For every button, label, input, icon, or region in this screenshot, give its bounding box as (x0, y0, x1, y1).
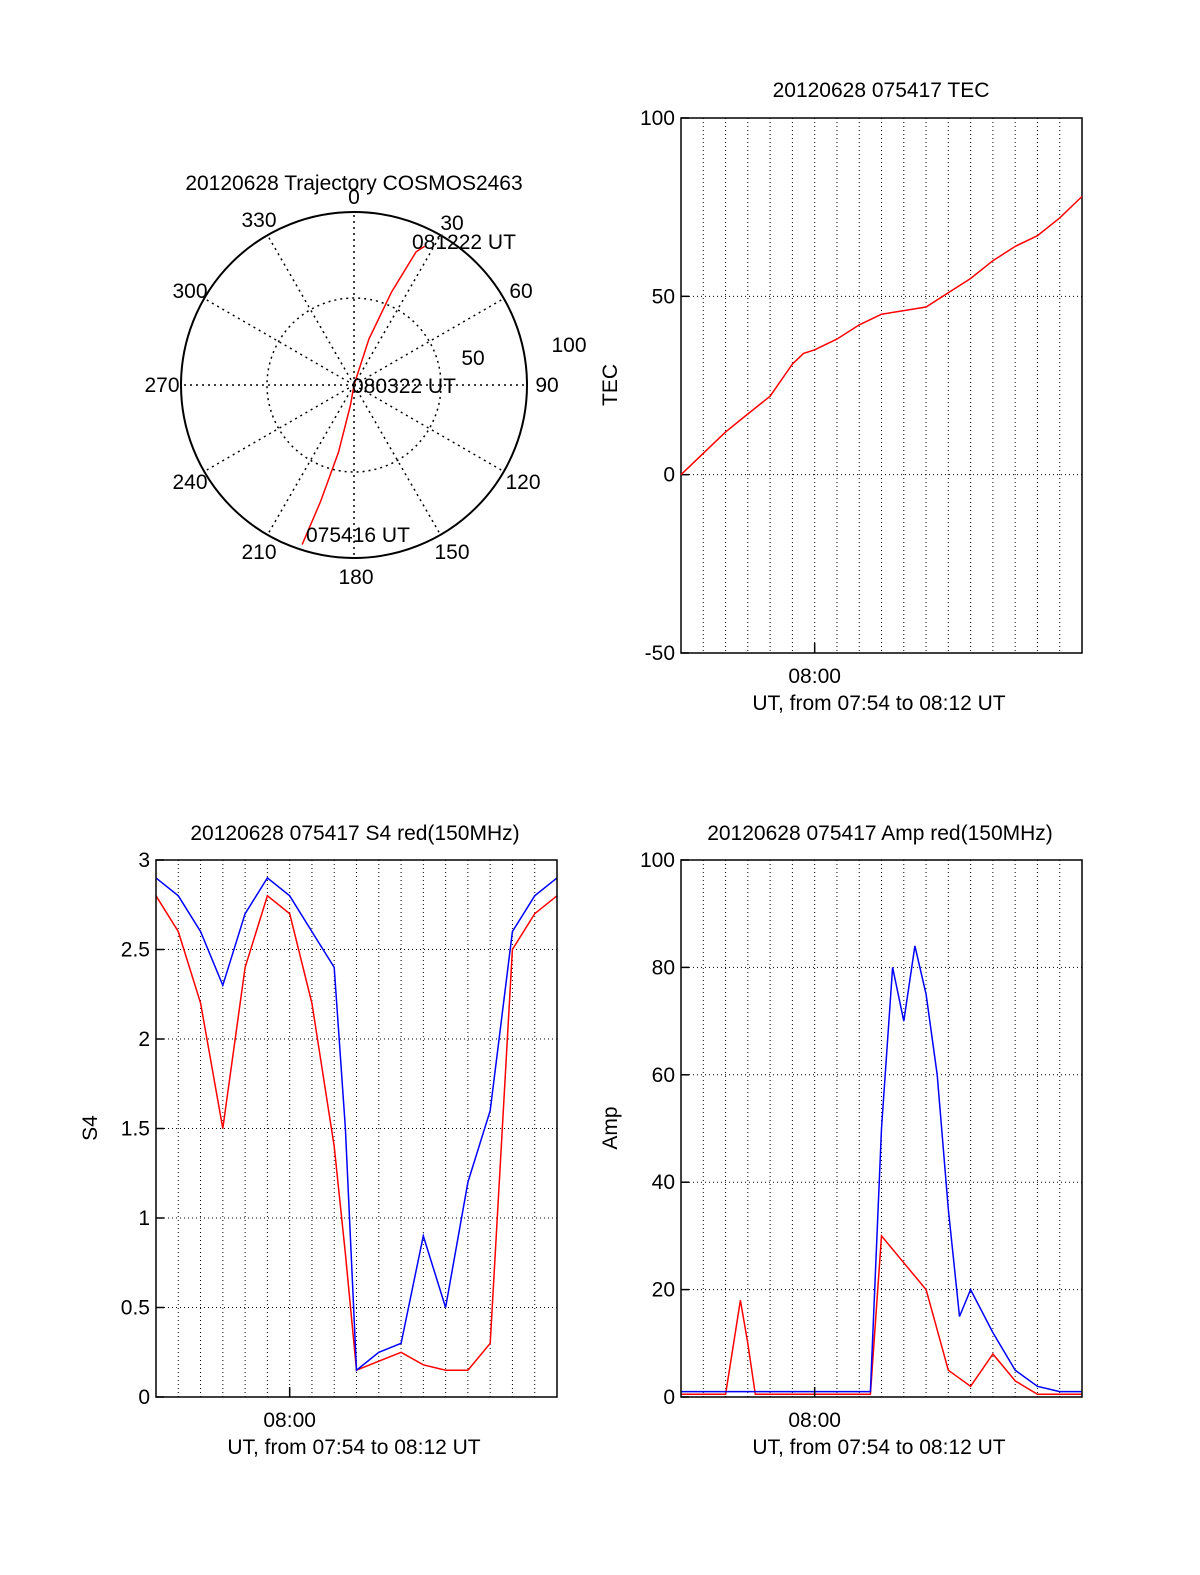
s4-series-1-line (155, 894, 558, 1372)
polar-spoke (353, 384, 442, 536)
s4-title: 20120628 075417 S4 red(150MHz) (190, 822, 519, 845)
amp-y-tick-label: 60 (652, 1064, 675, 1087)
polar-angle-label: 30 (440, 212, 463, 235)
amp-series-1-line (681, 1233, 1082, 1396)
s4-y-tick-label: 0 (138, 1386, 150, 1409)
s4-y-tick-labels: 0 0.5 1 1.5 2 2.5 3 (121, 849, 164, 1409)
polar-spoke (266, 234, 355, 386)
s4-y-tick-label: 1 (138, 1207, 150, 1230)
polar-angle-label: 150 (434, 541, 469, 564)
polar-angle-label: 270 (144, 374, 179, 397)
s4-series-2-line (155, 876, 558, 1372)
tec-y-tick-labels: -50 0 50 100 (640, 107, 689, 665)
amp-x-axis-label: UT, from 07:54 to 08:12 UT (752, 1436, 1005, 1459)
s4-grid (156, 860, 557, 1397)
tec-series-1-line (680, 195, 1083, 476)
s4-y-tick-label: 2 (138, 1028, 150, 1051)
tec-grid (681, 118, 1082, 653)
tec-series-group (680, 195, 1083, 476)
amp-series-2-line (681, 945, 1082, 1393)
polar-angle-labels: 0 30 60 90 120 150 180 210 240 270 300 330 (144, 186, 558, 589)
amp-y-tick-label: 100 (640, 849, 675, 872)
polar-spoke (353, 234, 442, 386)
polar-angle-label: 60 (509, 280, 532, 303)
polar-angle-label: 90 (535, 374, 558, 397)
s4-x-tick-label: 08:00 (263, 1409, 316, 1432)
polar-inner-circle (266, 297, 442, 473)
s4-panel: 20120628 075417 S4 red(150MHz) 0 0.5 1 1.5 2… (79, 822, 558, 1459)
amp-y-tick-labels: 0 20 40 60 80 100 (640, 849, 689, 1409)
tec-y-tick-label: 0 (663, 464, 675, 487)
trajectory-start-time-label: 075416 UT (306, 524, 410, 547)
s4-series-group (155, 876, 558, 1372)
tec-panel: 20120628 075417 TEC -50 0 50 100 08:00 UT, … (599, 79, 1083, 715)
polar-spoke (353, 384, 505, 473)
polar-angle-label: 210 (241, 541, 276, 564)
polar-spoke (203, 384, 355, 473)
tec-y-axis-label: TEC (599, 364, 622, 406)
polar-outer-circle (180, 211, 528, 559)
polar-spoke (266, 384, 355, 536)
polar-angle-label: 300 (172, 280, 207, 303)
trajectory-panel: 20120628 Trajectory COSMOS2463 0 30 60 90 12… (144, 172, 586, 589)
amp-panel: 20120628 075417 Amp red(150MHz) 0 20 40 60 8… (599, 822, 1083, 1459)
amp-grid (681, 860, 1082, 1397)
polar-radial-label-50: 50 (461, 347, 484, 370)
tec-y-tick-label: 50 (652, 285, 675, 308)
amp-x-tick-label: 08:00 (788, 1409, 841, 1432)
trajectory-end-time-label: 081222 UT (412, 231, 516, 254)
amp-series-group (681, 945, 1082, 1396)
s4-y-axis-label: S4 (79, 1115, 102, 1141)
s4-y-tick-label: 3 (138, 849, 150, 872)
polar-spoke (353, 297, 505, 386)
s4-x-tick-labels: 08:00 (263, 1387, 316, 1432)
polar-spokes (181, 212, 527, 558)
amp-y-tick-label: 0 (663, 1386, 675, 1409)
tec-plot-frame (680, 117, 1083, 654)
polar-angle-label: 0 (348, 186, 360, 209)
polar-angle-label: 330 (241, 209, 276, 232)
polar-angle-label: 180 (338, 566, 373, 589)
amp-title: 20120628 075417 Amp red(150MHz) (707, 822, 1053, 845)
tec-y-tick-label: 100 (640, 107, 675, 130)
tec-x-tick-label: 08:00 (788, 665, 841, 688)
polar-angle-label: 120 (505, 471, 540, 494)
amp-y-tick-label: 20 (652, 1279, 675, 1302)
tec-x-axis-label: UT, from 07:54 to 08:12 UT (752, 692, 1005, 715)
tec-title: 20120628 075417 TEC (773, 79, 990, 102)
polar-angle-label: 240 (172, 471, 207, 494)
tec-y-tick-label: -50 (645, 642, 675, 665)
polar-spoke (203, 297, 355, 386)
amp-plot-frame (680, 859, 1083, 1398)
amp-y-axis-label: Amp (599, 1106, 622, 1149)
amp-y-tick-label: 40 (652, 1171, 675, 1194)
amp-x-tick-labels: 08:00 (788, 1387, 841, 1432)
s4-x-axis-label: UT, from 07:54 to 08:12 UT (227, 1436, 480, 1459)
trajectory-mid-time-label: 080322 UT (352, 375, 456, 398)
s4-y-tick-label: 2.5 (121, 939, 150, 962)
tec-x-tick-labels: 08:00 (788, 643, 841, 688)
trajectory-series-line (301, 245, 426, 545)
s4-y-tick-label: 0.5 (121, 1297, 150, 1320)
polar-radial-label-100: 100 (551, 334, 586, 357)
amp-y-tick-label: 80 (652, 956, 675, 979)
s4-y-tick-label: 1.5 (121, 1118, 150, 1141)
trajectory-title: 20120628 Trajectory COSMOS2463 (185, 172, 522, 195)
